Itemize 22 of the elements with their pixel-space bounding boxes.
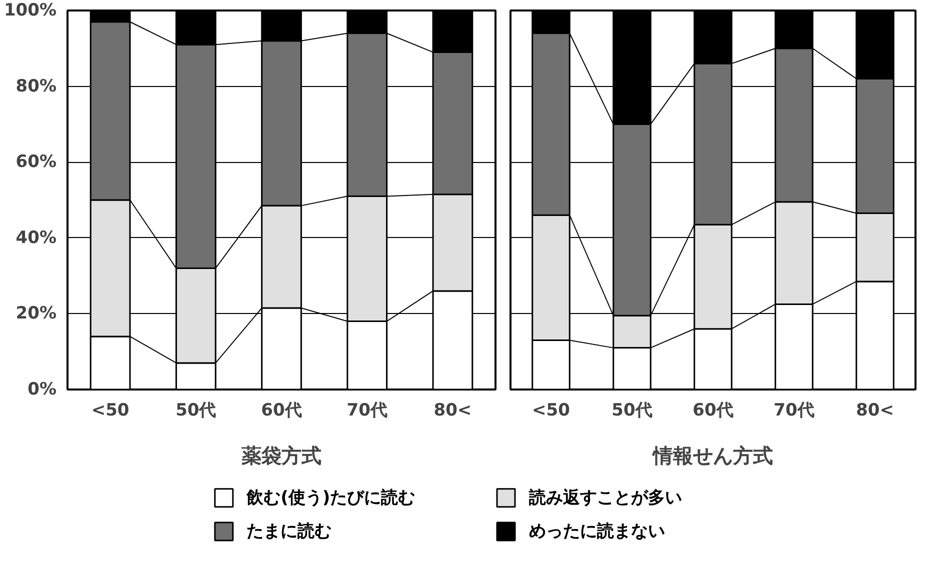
x-tick-label: 70代 xyxy=(346,400,388,420)
y-tick-label: 0% xyxy=(28,380,57,400)
legend-label: たまに読む xyxy=(246,522,332,542)
legend-label: 読み返すことが多い xyxy=(528,488,682,508)
x-tick-label: 50代 xyxy=(612,400,652,420)
y-tick-label: 40% xyxy=(16,228,57,248)
x-tick-label: 70代 xyxy=(774,400,814,420)
x-tick-label: <50 xyxy=(91,400,130,420)
x-tick-label: 50代 xyxy=(176,400,216,420)
y-tick-label: 100% xyxy=(4,0,57,20)
legend-label: めったに読まない xyxy=(528,522,665,542)
y-tick-label: 60% xyxy=(16,152,57,172)
y-tick-label: 20% xyxy=(16,304,57,324)
x-tick-label: 80< xyxy=(856,400,894,420)
x-tick-label: 60代 xyxy=(692,400,734,420)
x-tick-label: <50 xyxy=(532,400,570,420)
x-tick-label: 80< xyxy=(434,400,472,420)
x-axis-title: 情報せん方式 xyxy=(651,444,773,468)
x-tick-label: 60代 xyxy=(261,400,302,420)
y-tick-label: 80% xyxy=(16,76,57,96)
x-axis-title: 薬袋方式 xyxy=(240,444,322,468)
legend-label: 飲む(使う)たびに読む xyxy=(246,488,416,508)
